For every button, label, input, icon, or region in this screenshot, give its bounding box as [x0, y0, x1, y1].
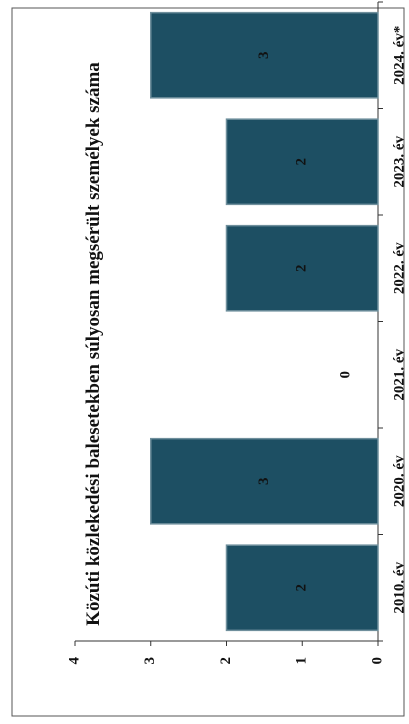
bar	[150, 437, 379, 525]
x-tick-label: 2010. év	[391, 561, 407, 613]
bar	[225, 544, 379, 632]
data-label: 3	[256, 478, 272, 486]
y-tick-label: 3	[142, 657, 158, 665]
x-tick-label: 2021. év	[391, 348, 407, 400]
bar	[225, 118, 379, 206]
bar	[225, 224, 379, 312]
title-holder: Közúti közlekedési balesetekben súlyosan…	[83, 62, 104, 626]
y-tick-label: 4	[66, 657, 82, 665]
x-tick-label: 2022. év	[391, 242, 407, 294]
x-tick-label: 2023. év	[391, 135, 407, 187]
x-tick-label: 2024. év*	[391, 26, 407, 85]
data-label: 3	[256, 52, 272, 60]
x-tick-label: 2020. év	[391, 455, 407, 507]
bar	[150, 11, 379, 99]
y-tick-label: 0	[369, 657, 385, 665]
data-label: 2	[294, 265, 310, 273]
y-tick-label: 2	[218, 657, 234, 665]
data-label: 2	[294, 584, 310, 592]
y-tick-label: 1	[294, 657, 310, 665]
data-label: 2	[294, 158, 310, 166]
chart-title: Közúti közlekedési balesetekben súlyosan…	[83, 62, 104, 626]
data-label: 0	[337, 371, 353, 379]
rotated-plot: Közúti közlekedési balesetekben súlyosan…	[66, 1, 407, 665]
